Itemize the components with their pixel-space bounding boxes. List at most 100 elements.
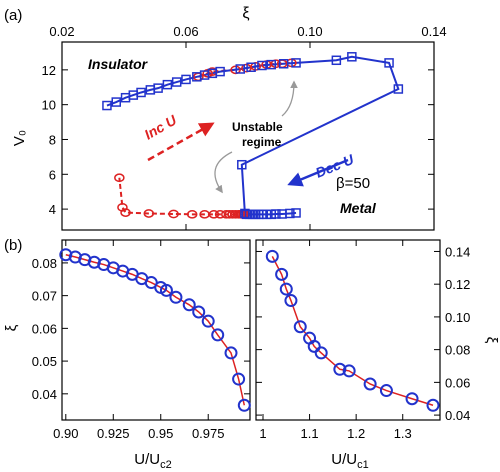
panel-a-ytick-label: 8 — [49, 132, 56, 147]
panel-b-right-xlabel: U/Uc1 — [331, 451, 368, 471]
panel-b-left-frame — [61, 239, 251, 421]
data-point — [279, 282, 293, 296]
inc-u-point — [120, 208, 131, 217]
panel-a-ticks: 0.02 0.06 0.10 0.14 4 6 8 10 12 — [42, 24, 447, 230]
unstable-label-line1: Unstable — [232, 120, 283, 134]
data-point — [265, 249, 279, 263]
panel-a-label: (a) — [4, 7, 22, 24]
panel-a-xtick-label: 0.06 — [173, 24, 198, 39]
inc-u-label: Inc U — [142, 111, 180, 142]
data-point — [379, 384, 393, 398]
inc-u-arrow — [147, 122, 215, 162]
dec-u-arrow — [287, 158, 349, 187]
inc-u-point — [117, 203, 128, 212]
ytick-label: 0.10 — [445, 310, 470, 325]
xtick-label: 1 — [259, 426, 266, 441]
panel-a-ytick-label: 12 — [42, 63, 56, 78]
ytick-label: 0.08 — [445, 343, 470, 358]
inc-u-point — [114, 173, 125, 183]
xtick-label: 1.2 — [347, 426, 365, 441]
data-point — [237, 398, 251, 412]
panel-b-right-ylabel: ξ — [483, 337, 500, 344]
data-point — [182, 298, 196, 312]
dec-u-point — [393, 84, 404, 94]
ytick-label: 0.05 — [32, 354, 57, 369]
inc-u-point — [143, 209, 155, 218]
dec-u-point — [291, 58, 301, 68]
data-point — [284, 294, 298, 308]
panel-a-ytick-label: 10 — [42, 98, 56, 113]
panel-a-xtick-label: 0.14 — [421, 24, 446, 39]
data-point — [192, 305, 206, 319]
ytick-label: 0.04 — [32, 387, 57, 402]
panel-b-left-data — [59, 248, 251, 412]
panel-a-annotations: Insulator Metal β=50 Inc U Dec U Unstabl… — [88, 56, 377, 216]
panel-a-series — [102, 52, 404, 220]
data-point — [224, 346, 238, 360]
insulator-label: Insulator — [88, 56, 149, 72]
data-point — [232, 372, 246, 386]
data-point — [169, 290, 183, 304]
xtick-label: 1.1 — [301, 426, 319, 441]
xtick-label: 0.90 — [53, 426, 78, 441]
inc-u-point — [168, 209, 179, 219]
data-point — [159, 283, 173, 297]
data-point — [211, 328, 225, 342]
dec-u-point — [237, 159, 247, 170]
xtick-label: 0.95 — [148, 426, 173, 441]
panel-a-xlabel: ξ — [242, 5, 249, 22]
data-point — [307, 339, 321, 353]
data-point — [342, 364, 356, 378]
dec-u-point — [136, 87, 146, 98]
panel-b-left-ticks: 0.90 0.925 0.95 0.975 0.04 0.05 0.06 0.07 0.08 — [32, 240, 250, 441]
ytick-label: 0.14 — [445, 244, 470, 259]
ytick-label: 0.07 — [32, 289, 57, 304]
data-point — [363, 377, 377, 391]
panel-a-ytick-label: 6 — [49, 167, 56, 182]
dec-u-point — [153, 83, 163, 93]
dec-u-branch-line — [106, 55, 400, 216]
panel-b-left-ylabel: ξ — [3, 324, 20, 331]
data-point — [314, 346, 328, 360]
panel-a-frame — [61, 41, 435, 231]
unstable-arrow-down — [214, 151, 233, 194]
dec-u-point — [291, 208, 301, 218]
panel-b-left-xlabel: U/Uc2 — [134, 451, 171, 471]
panel-b-label: (b) — [4, 237, 22, 254]
data-point — [426, 398, 440, 412]
xtick-label: 0.975 — [192, 426, 225, 441]
panel-a-xtick-label: 0.02 — [49, 24, 74, 39]
panel-a-ytick-label: 4 — [49, 202, 56, 217]
xtick-label: 1.3 — [394, 426, 412, 441]
dec-u-point — [171, 77, 182, 87]
dec-u-point — [278, 59, 289, 69]
data-point — [293, 320, 307, 334]
dec-u-point — [271, 209, 281, 219]
metal-label: Metal — [340, 200, 377, 216]
panel-a: (a) ξ V₀ 0.02 0.06 0.10 0.14 4 6 8 10 12 Insulat… — [4, 5, 447, 231]
panel-b-left: (b) ξ U/Uc2 0.90 0.925 0.95 0.9750.040.050.… — [3, 237, 251, 471]
data-point — [201, 314, 215, 328]
dec-u-point — [111, 97, 121, 107]
dec-u-point — [266, 59, 276, 70]
inc-u-point — [208, 209, 220, 219]
panel-b-right-ticks: 1 1.1 1.2 1.3 0.04 0.06 0.08 0.10 0.12 0.14 — [256, 240, 470, 441]
dec-u-point — [285, 208, 295, 219]
dec-u-point — [215, 66, 225, 77]
data-point — [333, 362, 347, 376]
dec-u-point — [162, 79, 173, 90]
dec-u-point — [331, 55, 342, 66]
dec-u-point — [235, 64, 245, 74]
dec-u-point — [246, 62, 256, 72]
panel-b-right-frame — [255, 239, 441, 421]
inc-u-point — [186, 209, 198, 219]
ytick-label: 0.08 — [32, 256, 57, 271]
data-point — [405, 392, 419, 406]
unstable-label-line2: regime — [242, 135, 282, 149]
ytick-label: 0.06 — [32, 321, 57, 336]
panel-a-xtick-label: 0.10 — [297, 24, 322, 39]
xtick-label: 0.925 — [97, 426, 130, 441]
dec-u-point — [257, 60, 267, 71]
dec-u-point — [347, 52, 357, 62]
